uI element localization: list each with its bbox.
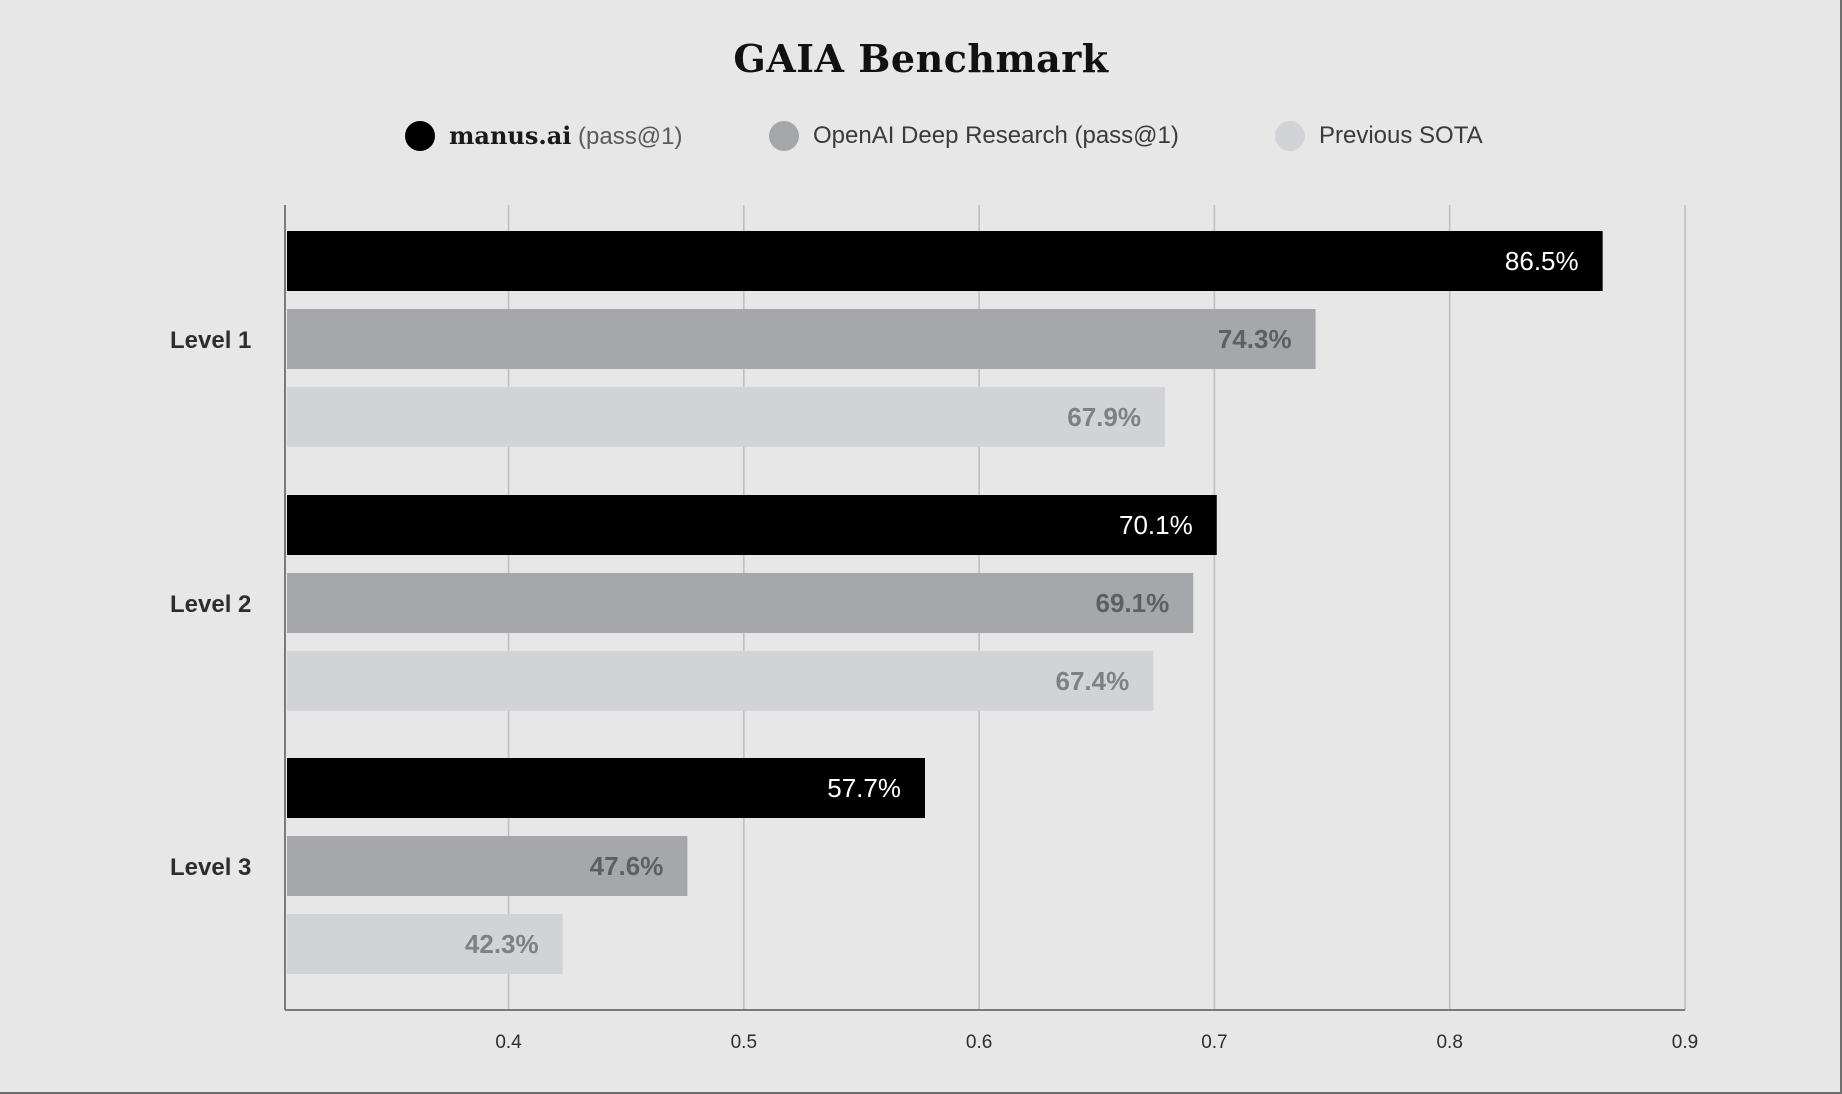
legend-swatch-previous-sota: [1275, 121, 1305, 151]
bar-label-2-series-3: 67.4%: [1056, 666, 1130, 696]
bar-label-1-series-3: 67.9%: [1067, 402, 1141, 432]
legend-label-manus-suffix: (pass@1): [571, 123, 683, 150]
category-label-2: Level 2: [170, 591, 251, 618]
legend-label-previous-sota: Previous SOTA: [1319, 122, 1483, 149]
bar-3-series-3: [287, 914, 563, 974]
legend-label-manus: manus.ai (pass@1): [449, 121, 682, 151]
bar-3-series-2: [287, 836, 688, 896]
x-tick-label-1: 0.5: [731, 1032, 757, 1053]
bar-3-series-1: [287, 758, 925, 818]
x-tick-label-3: 0.7: [1201, 1032, 1227, 1053]
bar-label-2-series-2: 69.1%: [1096, 588, 1170, 618]
legend-swatch-openai: [769, 121, 799, 151]
category-label-1: Level 1: [170, 327, 251, 354]
bar-label-1-series-1: 86.5%: [1505, 246, 1579, 276]
legend-label-manus-brand: manus.ai: [449, 121, 572, 150]
x-tick-label-4: 0.8: [1436, 1032, 1462, 1053]
legend-item-manus: manus.ai (pass@1): [405, 118, 682, 154]
bar-2-series-3: [287, 651, 1154, 711]
bar-label-3-series-3: 42.3%: [465, 929, 539, 959]
bar-label-3-series-1: 57.7%: [827, 773, 901, 803]
bar-1-series-3: [287, 387, 1165, 447]
x-tick-label-5: 0.9: [1672, 1032, 1698, 1053]
bar-label-2-series-1: 70.1%: [1119, 510, 1193, 540]
legend-swatch-manus: [405, 121, 435, 151]
bar-label-3-series-2: 47.6%: [590, 851, 664, 881]
legend-label-openai: OpenAI Deep Research (pass@1): [813, 122, 1179, 149]
x-tick-label-0: 0.4: [495, 1032, 522, 1053]
bar-2-series-1: [287, 495, 1217, 555]
legend-item-previous-sota: Previous SOTA: [1275, 118, 1483, 154]
legend-item-openai: OpenAI Deep Research (pass@1): [769, 118, 1179, 154]
legend: manus.ai (pass@1) OpenAI Deep Research (…: [0, 118, 1842, 154]
bar-1-series-1: [287, 231, 1603, 291]
bar-2-series-2: [287, 573, 1194, 633]
category-label-3: Level 3: [170, 854, 251, 881]
chart-title: GAIA Benchmark: [733, 36, 1109, 81]
bar-1-series-2: [287, 309, 1316, 369]
bar-label-1-series-2: 74.3%: [1218, 324, 1292, 354]
x-tick-label-2: 0.6: [966, 1032, 992, 1053]
